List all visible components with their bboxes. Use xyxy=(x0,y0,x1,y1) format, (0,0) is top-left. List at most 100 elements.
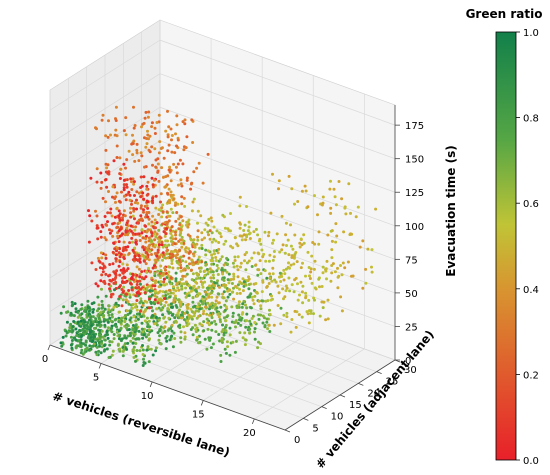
data-point xyxy=(108,211,112,215)
data-point xyxy=(137,191,141,195)
data-point xyxy=(234,325,237,329)
y-tick-label: 30 xyxy=(404,365,417,376)
data-point xyxy=(104,162,108,166)
data-point xyxy=(267,230,271,234)
data-point xyxy=(166,192,170,196)
data-point xyxy=(276,284,280,288)
data-point xyxy=(110,315,114,319)
data-point xyxy=(106,211,110,215)
data-point xyxy=(195,281,199,285)
data-point xyxy=(194,327,198,331)
data-point xyxy=(102,314,106,317)
data-point xyxy=(131,336,135,340)
data-point xyxy=(169,291,173,295)
data-point xyxy=(193,323,197,327)
data-point xyxy=(170,250,173,253)
data-point xyxy=(147,258,151,262)
data-point xyxy=(108,340,112,343)
data-point xyxy=(239,265,242,269)
data-point xyxy=(176,183,180,187)
data-point xyxy=(242,233,246,237)
data-point xyxy=(209,279,213,283)
data-point xyxy=(119,252,123,256)
data-point xyxy=(259,304,263,308)
data-point xyxy=(171,243,174,246)
data-point xyxy=(173,294,177,298)
data-point xyxy=(121,216,124,220)
data-point xyxy=(208,313,211,317)
z-tick-label: 75 xyxy=(405,255,418,266)
data-point xyxy=(116,222,120,226)
data-point xyxy=(151,201,155,205)
data-point xyxy=(213,302,217,306)
data-point xyxy=(208,267,212,271)
data-point xyxy=(217,231,221,235)
data-point xyxy=(202,329,206,333)
data-point xyxy=(131,324,135,327)
data-point xyxy=(96,339,100,343)
data-point xyxy=(257,239,261,243)
data-point xyxy=(156,157,160,161)
data-point xyxy=(259,242,263,246)
y-tick-label: 20 xyxy=(367,388,380,399)
data-point xyxy=(121,248,125,252)
data-point xyxy=(206,230,210,234)
data-point xyxy=(134,238,138,242)
data-point xyxy=(282,313,286,317)
data-point xyxy=(172,298,176,302)
data-point xyxy=(282,268,286,272)
data-point xyxy=(146,248,150,252)
data-point xyxy=(140,270,144,274)
data-point xyxy=(76,320,80,324)
data-point xyxy=(134,286,138,290)
data-point xyxy=(144,224,148,228)
data-point xyxy=(245,306,249,310)
data-point xyxy=(151,284,155,288)
data-point xyxy=(117,316,121,320)
data-point xyxy=(131,133,134,137)
x-tick-label: 0 xyxy=(42,354,48,365)
data-point xyxy=(128,193,132,197)
data-point xyxy=(143,319,147,323)
data-point xyxy=(132,315,136,319)
data-point xyxy=(101,267,105,270)
data-point xyxy=(226,227,230,231)
data-point xyxy=(112,270,116,274)
data-point xyxy=(134,319,138,323)
data-point xyxy=(217,301,220,305)
data-point xyxy=(317,230,321,234)
data-point xyxy=(130,306,134,310)
data-point xyxy=(236,283,240,287)
data-point xyxy=(198,260,201,264)
data-point xyxy=(204,221,208,225)
data-point xyxy=(237,303,241,307)
data-point xyxy=(144,237,148,241)
data-point xyxy=(101,335,105,339)
data-point xyxy=(174,304,178,307)
data-point xyxy=(216,266,220,270)
data-point xyxy=(245,205,248,208)
data-point xyxy=(170,259,174,263)
data-point xyxy=(174,237,178,241)
data-point xyxy=(76,315,80,319)
data-point xyxy=(192,197,196,201)
data-point xyxy=(98,331,102,335)
data-point xyxy=(205,317,209,321)
data-point xyxy=(137,267,141,271)
data-point xyxy=(153,126,157,130)
data-point xyxy=(163,290,167,294)
data-point xyxy=(308,277,312,280)
data-point xyxy=(156,162,160,166)
data-point xyxy=(126,300,130,304)
data-point xyxy=(107,304,111,308)
data-point xyxy=(287,276,291,280)
data-point xyxy=(99,230,103,234)
data-point xyxy=(141,245,145,249)
data-point xyxy=(153,284,157,288)
data-point xyxy=(231,290,235,294)
data-point xyxy=(153,264,156,268)
data-point xyxy=(131,248,135,252)
data-point xyxy=(72,336,76,340)
data-point xyxy=(102,264,106,268)
data-point xyxy=(153,298,157,302)
